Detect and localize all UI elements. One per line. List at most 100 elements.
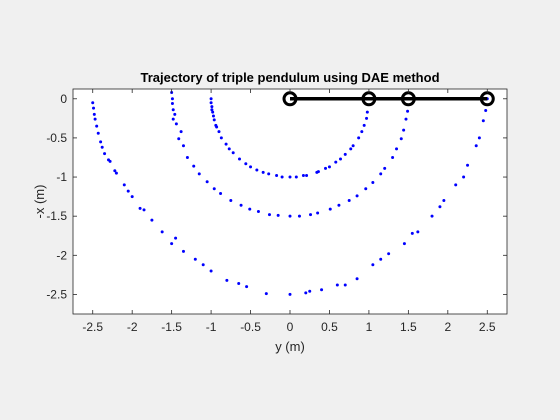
trajectory-point [304, 291, 308, 295]
trajectory-point [466, 163, 470, 167]
trajectory-point [170, 242, 174, 246]
trajectory-point [107, 158, 111, 162]
trajectory-point [212, 187, 216, 191]
trajectory-point [484, 109, 488, 113]
trajectory-point [219, 191, 223, 195]
y-axis: 0 -0.5 -1 -1.5 -2 -2.5 [46, 92, 507, 301]
trajectory-point [100, 145, 104, 149]
y-tick-label: -2.5 [46, 287, 67, 301]
trajectory-point [288, 214, 292, 218]
trajectory-point [239, 203, 243, 207]
trajectory-point [339, 157, 343, 161]
trajectory-point [249, 165, 253, 169]
trajectory-point [351, 144, 355, 148]
trajectory-point [171, 117, 175, 121]
trajectory-point [462, 175, 466, 179]
trajectory-point [343, 283, 347, 287]
trajectory-point [320, 288, 324, 292]
trajectory-point [248, 207, 252, 211]
trajectory-point [93, 117, 97, 121]
trajectory-point [210, 105, 214, 109]
trajectory-point [91, 101, 95, 105]
x-tick-label: 1 [366, 320, 373, 334]
trajectory-point [355, 277, 359, 281]
trajectory-point [275, 173, 279, 177]
trajectory-point [334, 160, 338, 164]
trajectory-point [173, 112, 177, 116]
trajectory-point [477, 136, 481, 140]
trajectory-point [324, 166, 328, 170]
trajectory-point [288, 175, 292, 179]
trajectory-point [181, 144, 185, 148]
trajectory-point [114, 171, 118, 175]
chart-title: Trajectory of triple pendulum using DAE … [140, 70, 439, 85]
trajectory-point [267, 213, 271, 217]
trajectory-point [327, 165, 331, 169]
trajectory-point [308, 289, 312, 293]
trajectory-point [337, 203, 341, 207]
trajectory-point [335, 283, 339, 287]
trajectory-point [364, 187, 368, 191]
trajectory-point [288, 292, 292, 296]
trajectory-point [92, 112, 96, 116]
trajectory-point [264, 292, 268, 296]
trajectory-point [237, 157, 241, 161]
trajectory-point [209, 97, 213, 101]
x-tick-label: 1.5 [400, 320, 417, 334]
trajectory-point [416, 230, 420, 234]
trajectory-point [362, 123, 366, 127]
trajectory-point [355, 194, 359, 198]
x-tick-label: -2 [127, 320, 138, 334]
trajectory-point [261, 170, 265, 174]
trajectory-point [410, 231, 414, 235]
trajectory-point [210, 108, 214, 112]
x-tick-label: 0.5 [321, 320, 338, 334]
x-tick-label: 0 [287, 320, 294, 334]
trajectory-point [365, 110, 369, 114]
trajectory-point [255, 168, 259, 172]
trajectory-point [227, 147, 231, 151]
trajectory-point [231, 151, 235, 155]
trajectory-point [103, 152, 107, 156]
trajectory-point [192, 164, 196, 168]
trajectory-point [256, 209, 260, 213]
trajectory-point [316, 170, 320, 174]
trajectory-point [454, 183, 458, 187]
trajectory-point [280, 175, 284, 179]
trajectory-point [379, 172, 383, 176]
y-tick-label: -1 [56, 170, 67, 184]
trajectory-point [244, 162, 248, 166]
trajectory-point [309, 213, 313, 217]
trajectory-point [430, 214, 434, 218]
trajectory-point [406, 109, 410, 113]
trajectory-point [229, 199, 233, 203]
trajectory-point [205, 180, 209, 184]
trajectory-point [95, 124, 99, 128]
trajectory-point [219, 136, 223, 140]
trajectory-point [209, 269, 213, 273]
x-tick-label: -1 [206, 320, 217, 334]
trajectory-point [96, 131, 100, 135]
trajectory-point [474, 144, 478, 148]
trajectory-point [402, 128, 406, 132]
trajectory-point [402, 242, 406, 246]
trajectory-point [211, 110, 215, 114]
trajectory-point [181, 249, 185, 253]
trajectory-point [297, 214, 301, 218]
x-tick-label: -0.5 [240, 320, 261, 334]
y-tick-label: -2 [56, 248, 67, 262]
trajectory-point [92, 106, 96, 110]
trajectory-point [301, 173, 305, 177]
trajectory-point [387, 252, 391, 256]
trajectory-point [365, 116, 369, 120]
trajectory-point [371, 181, 375, 185]
trajectory-point [170, 101, 174, 105]
trajectory-point [130, 195, 134, 199]
trajectory-point [126, 189, 130, 193]
x-tick-label: -1.5 [161, 320, 182, 334]
x-tick-label: -2.5 [82, 320, 103, 334]
y-tick-label: -0.5 [46, 131, 67, 145]
trajectory-point [237, 281, 241, 285]
trajectory-point [212, 118, 216, 122]
